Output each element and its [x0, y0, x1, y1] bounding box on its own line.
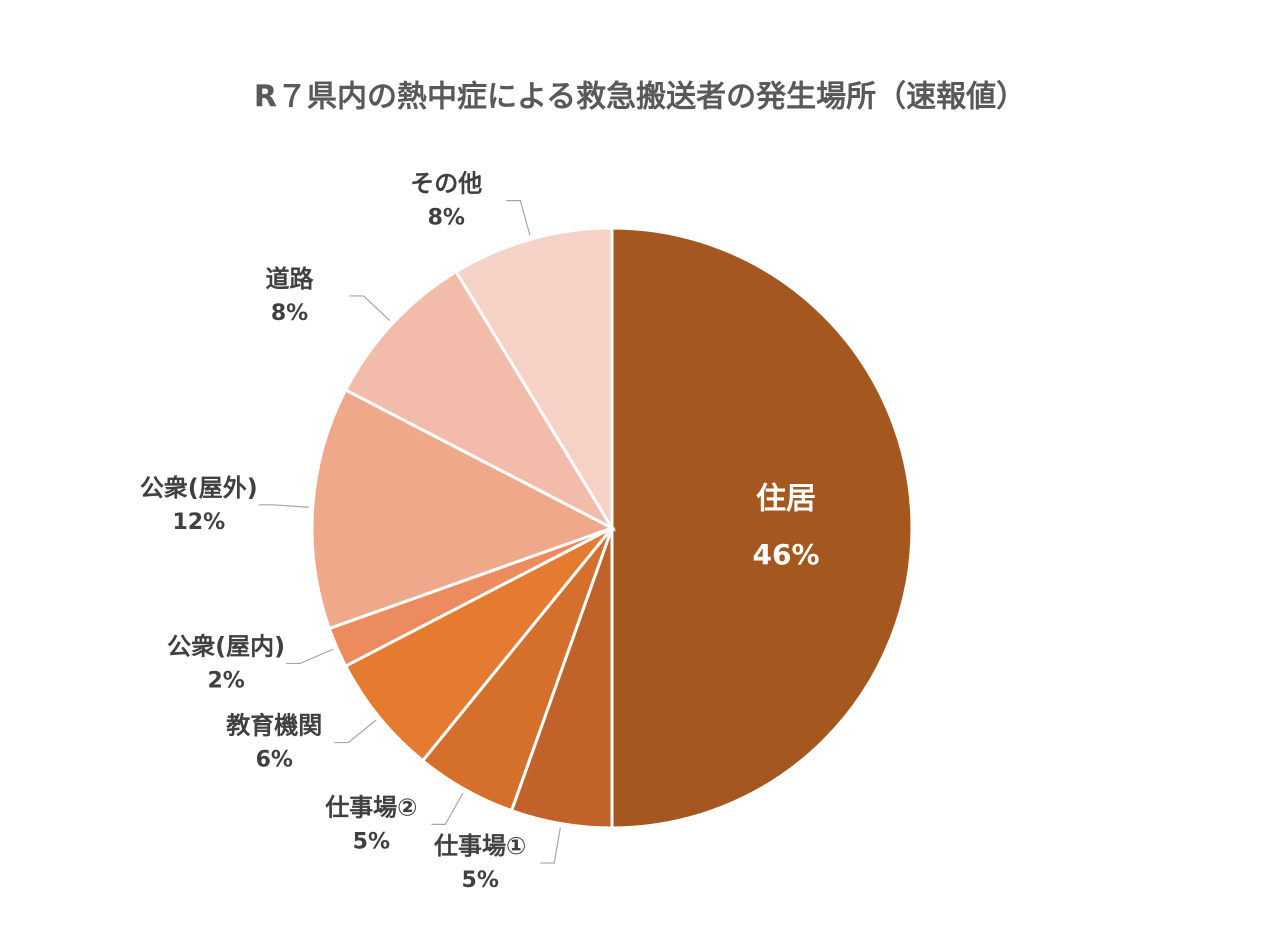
slice-label: 仕事場① — [433, 832, 526, 860]
chart-title: R７県内の熱中症による救急搬送者の発生場所（速報値） — [254, 80, 1026, 115]
value-label: 46% — [752, 538, 819, 571]
value-label: 5% — [462, 868, 499, 893]
value-label: 2% — [207, 668, 244, 693]
slice-label: 仕事場② — [324, 793, 417, 821]
slice-label: 公衆(屋内) — [167, 632, 285, 660]
leader-line — [349, 295, 391, 321]
pie-slice — [610, 226, 914, 830]
leader-line — [334, 719, 377, 744]
slice-label: 道路 — [266, 265, 315, 293]
slice-label: 教育機関 — [226, 712, 322, 740]
leader-line — [258, 504, 309, 508]
leader-line — [431, 792, 464, 825]
value-label: 8% — [271, 301, 308, 326]
leader-line — [286, 648, 334, 665]
pie-slice — [454, 226, 614, 534]
value-label: 8% — [428, 206, 465, 231]
slice-label: 公衆(屋外) — [140, 474, 258, 502]
value-label: 5% — [353, 829, 390, 854]
leader-line — [506, 200, 531, 236]
value-label: 6% — [256, 748, 293, 773]
slice-label: 住居 — [756, 482, 816, 517]
value-label: 12% — [172, 510, 225, 535]
pie-slice — [310, 387, 616, 631]
pie-slice — [343, 526, 614, 763]
slice-label: その他 — [410, 170, 482, 198]
leader-line — [540, 827, 561, 864]
pie-slice — [343, 269, 617, 532]
